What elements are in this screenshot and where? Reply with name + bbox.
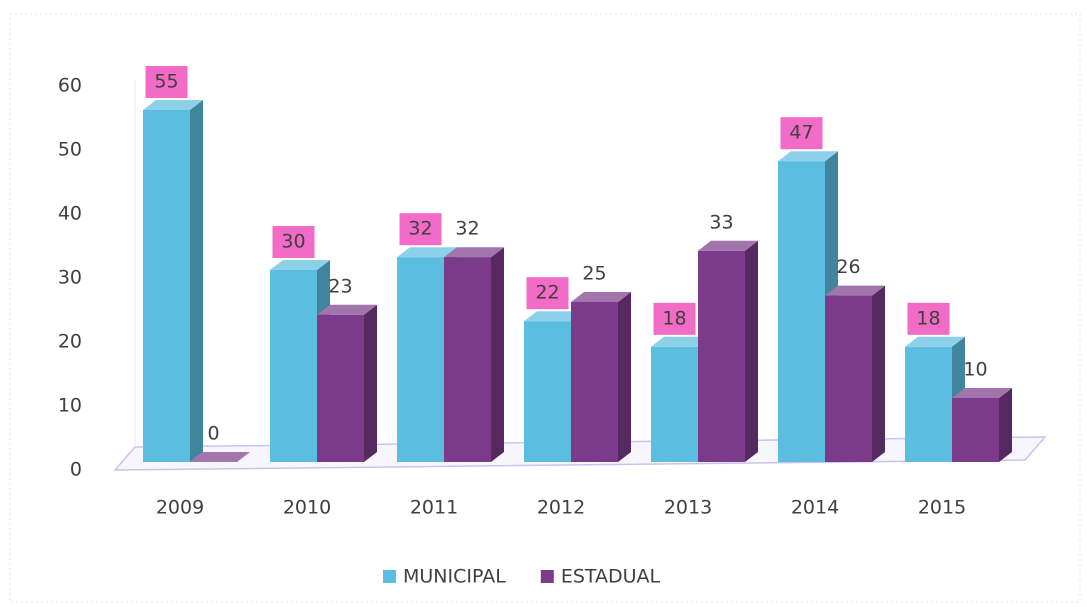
bar-top — [270, 260, 330, 270]
legend-label: MUNICIPAL — [403, 566, 506, 588]
bar-group — [317, 304, 377, 462]
data-label: 10 — [963, 359, 987, 381]
data-label: 55 — [154, 71, 178, 93]
data-label: 32 — [455, 218, 479, 240]
bar-top — [190, 452, 250, 462]
data-label: 0 — [207, 423, 219, 445]
data-label: 30 — [281, 231, 305, 253]
bar — [444, 257, 491, 462]
x-tick-label: 2009 — [156, 497, 204, 519]
bar-group — [444, 247, 504, 462]
bar-top — [698, 240, 758, 251]
data-label: 18 — [916, 307, 940, 329]
bar-side — [491, 247, 504, 462]
bar-side — [364, 304, 377, 462]
y-tick-label: 0 — [70, 459, 82, 481]
data-label-box — [526, 277, 569, 310]
x-tick-label: 2012 — [537, 497, 585, 519]
bar-group — [905, 336, 965, 462]
y-tick-label: 10 — [58, 395, 82, 417]
bar-top — [571, 292, 631, 302]
x-tick-label: 2015 — [918, 497, 966, 519]
bar-top — [905, 336, 965, 347]
bar-top — [778, 151, 838, 162]
legend-swatch — [383, 570, 396, 583]
bar — [317, 314, 364, 462]
bar — [952, 398, 999, 462]
x-tick-label: 2014 — [791, 497, 839, 519]
bar-side — [618, 292, 631, 462]
data-label: 33 — [709, 211, 733, 233]
bar — [778, 161, 825, 462]
bar-group — [143, 100, 203, 462]
x-tick-label: 2011 — [410, 497, 458, 519]
bar-top — [651, 336, 711, 347]
data-label-box — [399, 213, 442, 246]
bar — [397, 257, 444, 462]
bar-side — [872, 285, 885, 462]
bar — [698, 250, 745, 462]
bar-side — [999, 388, 1012, 462]
bar-side — [745, 240, 758, 462]
bar-group — [952, 388, 1012, 462]
bar — [143, 110, 190, 462]
data-label-box — [272, 226, 315, 258]
bar-top — [444, 247, 504, 258]
bar-group — [825, 285, 885, 462]
data-label-box — [780, 117, 823, 150]
bar-group — [190, 452, 250, 462]
bar-group — [571, 292, 631, 462]
x-tick-label: 2010 — [283, 497, 331, 519]
legend-label: ESTADUAL — [561, 566, 661, 588]
data-label-box — [907, 302, 950, 335]
y-tick-label: 40 — [58, 203, 82, 225]
bar-side — [190, 100, 203, 462]
bar — [524, 321, 571, 462]
data-label-box — [653, 302, 696, 335]
y-tick-label: 20 — [58, 331, 82, 353]
bar — [825, 295, 872, 462]
x-tick-label: 2013 — [664, 497, 712, 519]
data-label: 22 — [535, 282, 559, 304]
data-label: 18 — [662, 307, 686, 329]
bar-top — [397, 247, 457, 258]
y-tick-label: 60 — [58, 75, 82, 97]
bar-group — [698, 240, 758, 462]
bar-top — [143, 100, 203, 110]
chart-border — [9, 13, 1081, 603]
data-label: 26 — [836, 256, 860, 278]
y-tick-label: 30 — [58, 267, 82, 289]
y-tick-label: 50 — [58, 139, 82, 161]
bar-group — [270, 260, 330, 462]
bar-top — [524, 311, 584, 322]
data-label-box — [145, 66, 188, 98]
bar-top — [952, 388, 1012, 398]
bar — [651, 346, 698, 462]
data-label: 32 — [408, 218, 432, 240]
bar — [571, 302, 618, 462]
data-label: 47 — [789, 122, 813, 144]
bar — [905, 346, 952, 462]
bar-top — [317, 304, 377, 315]
bar — [270, 270, 317, 462]
data-label: 25 — [582, 263, 606, 285]
data-label: 23 — [328, 275, 352, 297]
bar-top — [825, 285, 885, 296]
legend-swatch — [540, 570, 554, 583]
